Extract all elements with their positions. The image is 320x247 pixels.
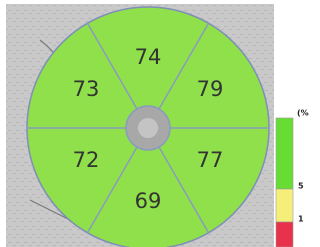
optic-cup bbox=[138, 118, 158, 138]
sector-value: 72 bbox=[73, 148, 100, 172]
sector-value: 77 bbox=[197, 148, 224, 172]
legend-tick: 5 bbox=[298, 182, 304, 191]
legend-borderline bbox=[276, 189, 293, 222]
page: 74 79 77 69 72 73 (% 5 1 (() => { const … bbox=[0, 0, 320, 247]
sector-value: 79 bbox=[197, 77, 224, 101]
thickness-map: 74 79 77 69 72 73 (% 5 1 bbox=[0, 0, 313, 247]
sector-value: 69 bbox=[135, 189, 162, 213]
legend-tick: 1 bbox=[298, 215, 304, 224]
legend-abnormal bbox=[276, 222, 293, 247]
sector-value: 73 bbox=[73, 77, 100, 101]
legend-normal bbox=[276, 118, 293, 189]
legend-unit: (% bbox=[297, 109, 309, 118]
legend: (% 5 1 bbox=[276, 109, 309, 247]
sector-value: 74 bbox=[135, 45, 162, 69]
